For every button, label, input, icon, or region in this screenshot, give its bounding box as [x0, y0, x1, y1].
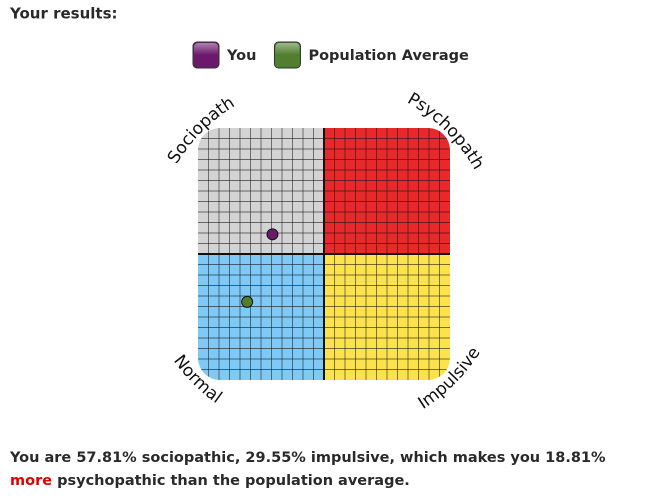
chart: Your results: You Population Average Soci… [9, 5, 488, 414]
legend-label: You [226, 48, 256, 64]
data-point [241, 295, 254, 308]
grid [198, 128, 450, 380]
points [241, 228, 279, 308]
chart-title: Your results: [9, 5, 118, 23]
legend: You Population Average [192, 41, 469, 69]
legend-label: Population Average [308, 48, 469, 64]
summary-highlight: more [10, 473, 53, 489]
data-point [266, 228, 279, 241]
summary-text: psychopathic than the population average… [52, 473, 410, 489]
summary-text: You are 57.81% sociopathic, 29.55% impul… [10, 450, 606, 466]
summary: You are 57.81% sociopathic, 29.55% impul… [10, 447, 640, 493]
